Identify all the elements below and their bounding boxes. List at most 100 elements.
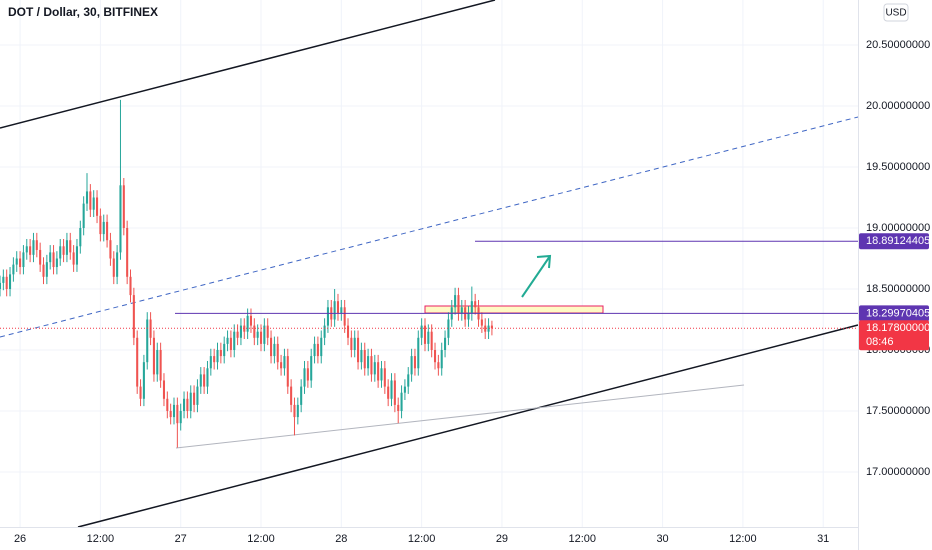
candle-body — [186, 398, 189, 411]
candle-body — [320, 337, 323, 357]
candle-body — [89, 191, 92, 210]
levels — [0, 240, 858, 329]
candle-body — [313, 343, 316, 357]
candle-body — [303, 368, 306, 387]
candle-body — [373, 362, 376, 375]
candle-body — [119, 185, 122, 253]
candle-body — [176, 404, 179, 424]
candle-body — [427, 331, 430, 344]
candle-body — [183, 398, 186, 411]
candle-body — [387, 386, 390, 399]
candle-body — [323, 325, 326, 338]
candle-body — [159, 349, 162, 381]
candle-body — [69, 240, 72, 253]
x-tick-label: 26 — [14, 533, 26, 545]
candle-body — [346, 325, 350, 338]
candle-body — [397, 404, 400, 411]
chart-title: DOT / Dollar, 30, BITFINEX — [8, 5, 158, 19]
candle-body — [283, 356, 286, 369]
candle-body — [259, 331, 263, 344]
candle-body — [266, 325, 269, 338]
candle-body — [203, 374, 206, 387]
candle-body — [96, 197, 99, 216]
candle-body — [357, 337, 360, 363]
candle-body — [52, 252, 55, 268]
candle-body — [407, 374, 410, 387]
candle-body — [413, 356, 416, 369]
price-label-box — [859, 305, 929, 322]
candle-body — [296, 404, 299, 418]
candle-body — [189, 392, 192, 411]
candle-body — [239, 325, 242, 338]
candle-body — [390, 380, 393, 399]
candle-body — [129, 276, 132, 296]
candle-body — [276, 343, 279, 363]
candle-body — [467, 313, 470, 320]
candle-body — [420, 325, 423, 338]
candle-body — [45, 262, 48, 277]
candle-body — [156, 349, 159, 375]
x-tick-label: 31 — [817, 533, 829, 545]
y-tick-label: 19.00000000 — [866, 222, 930, 234]
candle-body — [132, 295, 135, 338]
candle-body — [470, 301, 473, 314]
candle-body — [9, 274, 12, 289]
candle-body — [5, 276, 8, 289]
candle-body — [300, 386, 303, 405]
arrow — [521, 254, 552, 298]
candle-body — [280, 362, 283, 369]
candle-body — [410, 356, 413, 375]
candle-body — [19, 258, 22, 268]
candle-body — [12, 264, 15, 275]
axes: 17.0000000017.5000000018.0000000018.5000… — [14, 39, 930, 545]
candle-body — [126, 228, 129, 277]
candle-body — [29, 246, 32, 255]
candle-body — [223, 343, 226, 357]
candle-body — [484, 325, 487, 332]
candle-body — [213, 356, 216, 363]
candle-body — [62, 246, 65, 255]
price-label: 18.17800000 — [866, 322, 930, 334]
candle-body — [72, 252, 75, 265]
candle-body — [55, 258, 58, 268]
candle-body — [42, 264, 45, 277]
candle-body — [49, 252, 52, 263]
candle-body — [32, 240, 35, 255]
candle-body — [437, 362, 440, 369]
candle-body — [293, 404, 296, 418]
candle-body — [166, 398, 169, 411]
candle-body — [106, 221, 109, 241]
y-tick-label: 18.50000000 — [866, 283, 930, 295]
candle-body — [85, 191, 89, 204]
candle-body — [270, 337, 273, 357]
candle-body — [79, 228, 82, 247]
candle-body — [370, 356, 373, 375]
y-tick-label: 17.00000000 — [866, 466, 930, 478]
candle-body — [343, 307, 346, 326]
candle-body — [340, 307, 343, 314]
candle-body — [333, 301, 336, 320]
candle-body — [82, 203, 85, 229]
candle-body — [454, 295, 457, 308]
candle-body — [249, 315, 253, 326]
y-tick-label: 17.50000000 — [866, 405, 930, 417]
x-tick-label: 28 — [335, 533, 347, 545]
candle-body — [139, 386, 142, 399]
currency-button[interactable] — [883, 3, 909, 22]
candle-body — [179, 410, 182, 424]
candle-body — [25, 246, 28, 253]
currency-label[interactable]: USD — [885, 8, 906, 19]
y-tick-label: 20.50000000 — [866, 39, 930, 51]
candle-body — [360, 349, 363, 363]
price-label: 18.89124405 — [866, 235, 930, 247]
candle-body — [460, 307, 463, 314]
candle-body — [39, 249, 42, 265]
candle-body — [2, 276, 5, 283]
candle-body — [196, 386, 199, 405]
candle-body — [0, 282, 2, 289]
candle-body — [152, 337, 155, 375]
countdown: 08:46 — [866, 336, 894, 348]
candle-body — [286, 356, 289, 387]
